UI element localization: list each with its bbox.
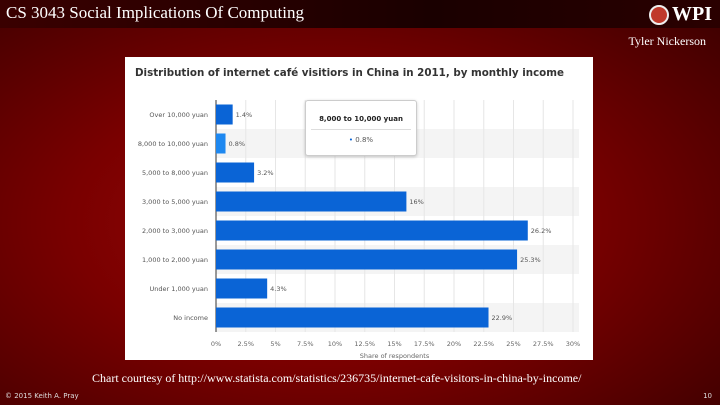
bar — [216, 191, 407, 212]
bar — [216, 162, 255, 183]
chart-caption: Chart courtesy of http://www.statista.co… — [92, 371, 582, 385]
title-bar — [0, 0, 720, 28]
bar — [216, 104, 233, 125]
x-tick-label: 2.5% — [237, 340, 254, 348]
y-category-label: 8,000 to 10,000 yuan — [138, 140, 208, 148]
bar — [216, 220, 528, 241]
tooltip-bullet: • — [348, 136, 354, 144]
bar-value-label: 16% — [409, 198, 423, 206]
y-category-label: 3,000 to 5,000 yuan — [142, 198, 208, 206]
x-tick-label: 30% — [566, 340, 580, 348]
bar-value-label: 26.2% — [531, 227, 552, 235]
x-tick-label: 22.5% — [473, 340, 494, 348]
slide-title: CS 3043 Social Implications Of Computing — [6, 3, 304, 22]
x-tick-label: 17.5% — [414, 340, 435, 348]
wpi-seal-icon — [649, 4, 669, 25]
bar-value-label: 22.9% — [492, 314, 513, 322]
y-category-label: No income — [173, 314, 208, 322]
copyright: © 2015 Keith A. Pray — [5, 392, 79, 400]
x-axis-title: Share of respondents — [360, 352, 430, 360]
bar-value-label: 1.4% — [236, 111, 253, 119]
bar — [216, 278, 268, 299]
logo-text: WPI — [672, 3, 712, 25]
bar-chart: 0% 2.5% 5% 7.5% 10% 12.5% 15% 17.5% 20% 22.5% 25% 2… — [138, 100, 580, 360]
bar-value-label: 0.8% — [229, 140, 246, 148]
x-tick-label: 5% — [270, 340, 280, 348]
x-tick-label: 10% — [328, 340, 342, 348]
y-category-label: 2,000 to 3,000 yuan — [142, 227, 208, 235]
y-category-label: 1,000 to 2,000 yuan — [142, 256, 208, 264]
x-tick-label: 0% — [211, 340, 221, 348]
x-tick-label: 15% — [387, 340, 401, 348]
bar — [216, 307, 489, 328]
wpi-logo: WPI — [649, 3, 712, 26]
y-category-label: Over 10,000 yuan — [149, 111, 208, 119]
bar-value-label: 3.2% — [257, 169, 274, 177]
x-tick-label: 7.5% — [297, 340, 314, 348]
x-tick-label: 20% — [447, 340, 461, 348]
x-tick-label: 25% — [506, 340, 520, 348]
bar — [216, 249, 518, 270]
y-category-label: Under 1,000 yuan — [150, 285, 208, 293]
chart-title: Distribution of internet café visitiors … — [135, 67, 564, 79]
bar-value-label: 4.3% — [270, 285, 287, 293]
author-name: Tyler Nickerson — [628, 34, 706, 48]
x-tick-label: 12.5% — [354, 340, 375, 348]
bar — [216, 133, 226, 154]
chart-tooltip: 8,000 to 10,000 yuan • 0.8% — [305, 100, 417, 156]
tooltip-title: 8,000 to 10,000 yuan — [319, 115, 403, 123]
tooltip-value: 0.8% — [355, 136, 374, 144]
y-category-label: 5,000 to 8,000 yuan — [142, 169, 208, 177]
page-number: 10 — [703, 392, 712, 400]
bar-value-label: 25.3% — [520, 256, 541, 264]
x-tick-label: 27.5% — [533, 340, 554, 348]
chart-image: Distribution of internet café visitiors … — [125, 57, 593, 360]
